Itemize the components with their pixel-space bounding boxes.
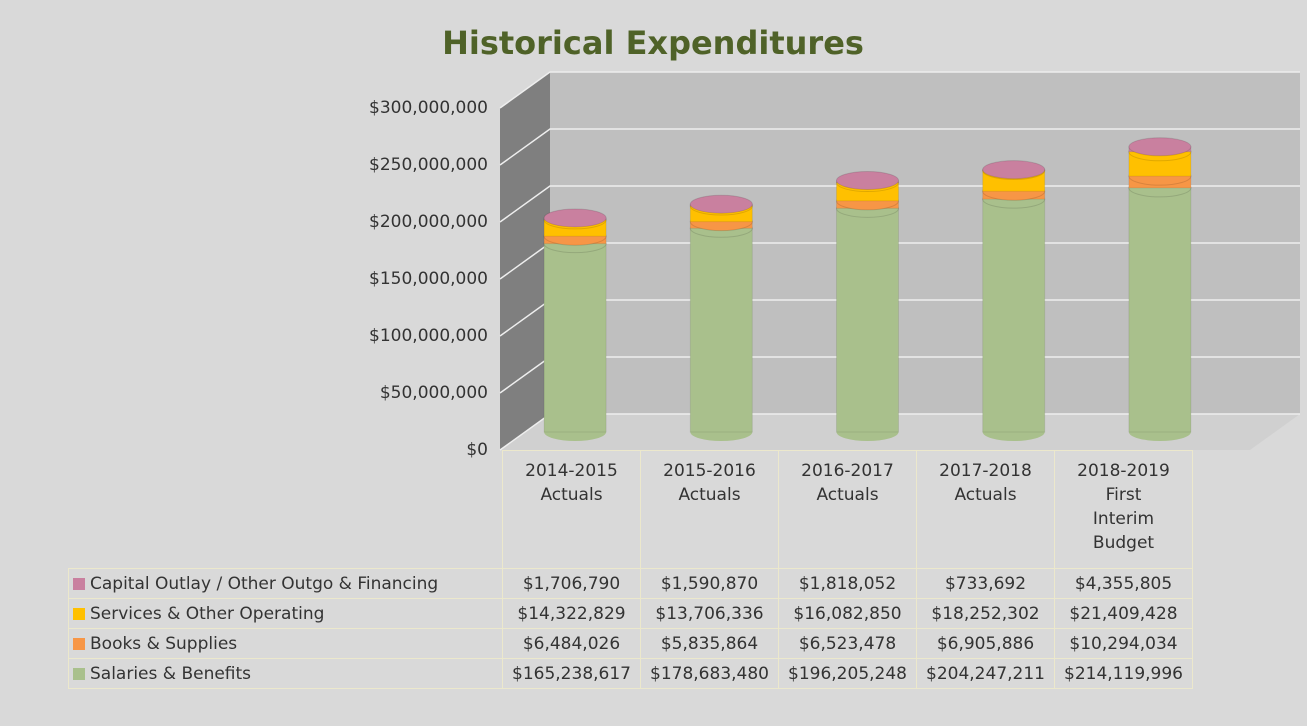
y-tick-label: $100,000,000 <box>369 326 488 346</box>
y-tick-label: $300,000,000 <box>369 98 488 118</box>
value-label: $733,692 <box>916 568 1055 599</box>
bar-segment <box>836 207 899 433</box>
chart-title: Historical Expenditures <box>442 24 864 62</box>
value-label: $10,294,034 <box>1054 628 1193 659</box>
value-label: $5,835,864 <box>640 628 779 659</box>
value-label: $1,706,790 <box>502 568 641 599</box>
value-label: $6,523,478 <box>778 628 917 659</box>
value-label: $204,247,211 <box>916 658 1055 689</box>
segment-top <box>836 170 899 190</box>
legend-swatch <box>73 607 85 620</box>
value-label: $18,252,302 <box>916 598 1055 629</box>
segment-top <box>543 208 607 228</box>
value-label: $16,082,850 <box>778 598 917 629</box>
value-label: $165,238,617 <box>502 658 641 689</box>
value-label: $4,355,805 <box>1054 568 1193 599</box>
value-label: $1,590,870 <box>640 568 779 599</box>
legend-label: Capital Outlay / Other Outgo & Financing <box>90 573 439 594</box>
category-label: 2015-2016 Actuals <box>640 450 779 569</box>
legend-entry: Salaries & Benefits <box>68 658 503 689</box>
bar-segment <box>982 198 1046 433</box>
category-label: 2016-2017 Actuals <box>778 450 917 569</box>
value-label: $14,322,829 <box>502 598 641 629</box>
value-label: $6,905,886 <box>916 628 1055 659</box>
data-table: 2014-2015 Actuals 2015-2016 Actuals 2016-2… <box>68 450 1193 689</box>
legend-entry: Services & Other Operating <box>68 598 503 629</box>
value-label: $214,119,996 <box>1054 658 1193 689</box>
grid-line <box>499 71 1300 109</box>
series-row: Services & Other Operating $14,322,829 $13… <box>68 598 1193 629</box>
segment-top <box>982 160 1046 180</box>
value-label: $178,683,480 <box>640 658 779 689</box>
legend-swatch <box>73 577 85 590</box>
y-tick-label: $250,000,000 <box>369 155 488 175</box>
value-label: $1,818,052 <box>778 568 917 599</box>
legend-swatch <box>73 667 85 680</box>
y-tick-label: $150,000,000 <box>369 269 488 289</box>
segment-top <box>689 194 753 214</box>
bar-segment <box>689 227 753 433</box>
category-label: 2018-2019 First Interim Budget <box>1054 450 1193 569</box>
legend-label: Books & Supplies <box>90 633 238 654</box>
legend-swatch <box>73 637 85 650</box>
legend-entry: Books & Supplies <box>68 628 503 659</box>
bar-segment <box>1128 187 1192 433</box>
category-label: 2017-2018 Actuals <box>916 450 1055 569</box>
header-row: 2014-2015 Actuals 2015-2016 Actuals 2016-2… <box>68 450 1193 569</box>
blank-cell <box>68 450 503 569</box>
bar-segment <box>543 243 607 433</box>
value-label: $21,409,428 <box>1054 598 1193 629</box>
value-label: $196,205,248 <box>778 658 917 689</box>
grid-line <box>499 128 1300 166</box>
series-row: Books & Supplies $6,484,026 $5,835,864 $6,5… <box>68 628 1193 659</box>
y-tick-label: $200,000,000 <box>369 212 488 232</box>
series-row: Salaries & Benefits $165,238,617 $178,683,… <box>68 658 1193 689</box>
legend-label: Salaries & Benefits <box>90 663 252 684</box>
grid-line <box>499 185 1300 223</box>
y-tick-label: $50,000,000 <box>380 383 488 403</box>
value-label: $13,706,336 <box>640 598 779 629</box>
legend-entry: Capital Outlay / Other Outgo & Financing <box>68 568 503 599</box>
segment-top <box>1128 137 1192 157</box>
value-label: $6,484,026 <box>502 628 641 659</box>
legend-label: Services & Other Operating <box>90 603 325 624</box>
series-row: Capital Outlay / Other Outgo & Financing… <box>68 568 1193 599</box>
category-label: 2014-2015 Actuals <box>502 450 641 569</box>
